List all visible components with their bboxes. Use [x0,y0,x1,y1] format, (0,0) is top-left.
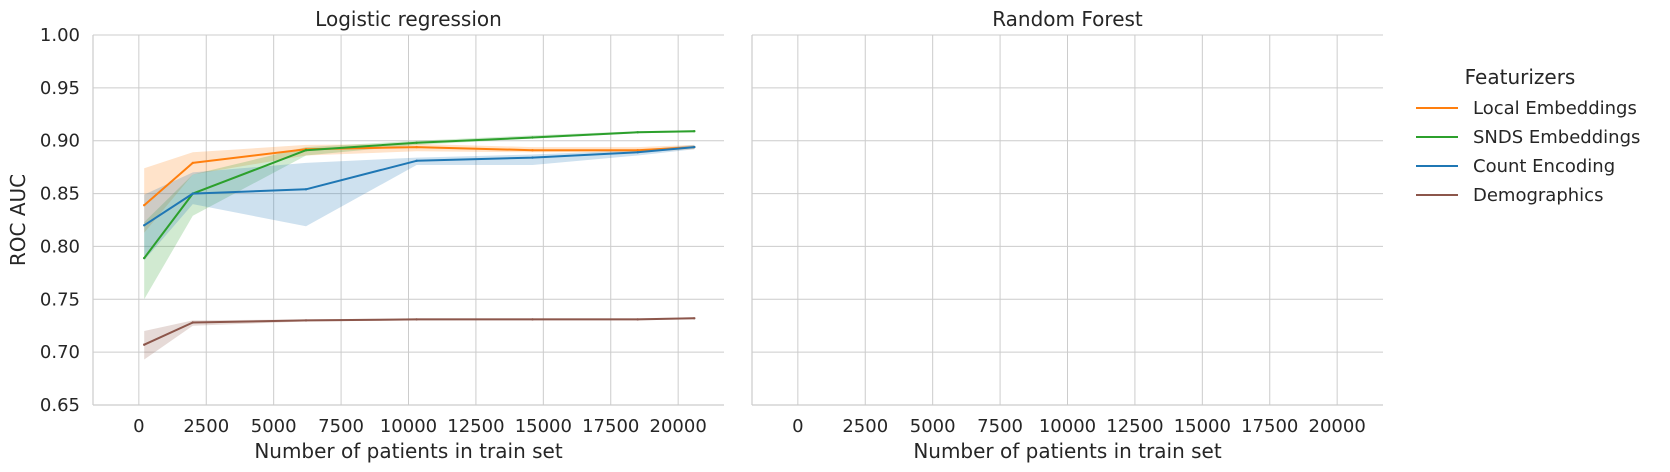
x-tick-label: 0 [792,416,803,437]
legend: Featurizers Local Embeddings SNDS Embeddi… [1416,65,1640,206]
data-point-snds-embeddings [636,131,639,134]
data-point-count-encoding [415,159,418,162]
x-tick-label: 20000 [1309,416,1366,437]
x-tick-label: 17500 [582,416,639,437]
data-point-demographics [636,318,639,321]
x-axis-label: Number of patients in train set [913,439,1222,463]
y-tick-label: 0.90 [40,131,80,152]
y-tick-label: 0.85 [40,184,80,205]
legend-label-snds-embeddings: SNDS Embeddings [1473,127,1640,148]
ci-band-count-encoding [144,144,695,261]
ci-band-local-embeddings [144,143,695,233]
data-point-count-encoding [304,188,308,191]
x-tick-label: 17500 [1241,416,1298,437]
panel-random-forest: 0 2500 5000 7500 10000 12500 15000 17500 20000 R… [751,7,1383,463]
data-point-count-encoding [531,156,534,159]
data-point-local-embeddings [143,204,146,207]
y-tick-label: 0.75 [40,289,80,310]
y-tick-label: 0.70 [40,342,80,363]
data-point-demographics [415,318,418,321]
x-tick-label: 2500 [842,416,888,437]
data-point-count-encoding [693,145,696,149]
x-tick-label: 10000 [380,416,437,437]
x-tick-label: 7500 [977,416,1023,437]
y-tick-label: 1.00 [40,25,80,46]
series-line-demographics [143,317,695,346]
data-point-count-encoding [143,224,146,227]
x-tick-label: 12500 [447,416,504,437]
x-tick-label: 10000 [1039,416,1096,437]
data-point-count-encoding [636,151,639,154]
legend-label-local-embeddings: Local Embeddings [1473,98,1637,119]
legend-label-count-encoding: Count Encoding [1473,156,1615,177]
data-point-local-embeddings [531,149,534,152]
data-point-local-embeddings [191,161,194,165]
panel-logistic-regression: 0 2500 5000 7500 10000 12500 15000 17500 20000 0.… [6,7,724,463]
x-tick-label: 5000 [251,416,297,437]
legend-label-demographics: Demographics [1473,185,1603,206]
x-tick-label: 12500 [1106,416,1163,437]
data-point-demographics [693,317,696,320]
x-tick-label: 5000 [910,416,956,437]
data-point-snds-embeddings [531,136,534,139]
data-point-local-embeddings [636,149,639,152]
y-axis-label: ROC AUC [6,174,30,266]
legend-title: Featurizers [1465,65,1576,89]
x-tick-label: 20000 [650,416,707,437]
data-point-local-embeddings [415,145,418,149]
data-point-count-encoding [191,192,194,195]
y-tick-label: 0.95 [40,78,80,99]
y-tick-label: 0.80 [40,236,80,257]
x-tick-label: 15000 [1174,416,1231,437]
data-point-demographics [304,319,308,322]
x-tick-label: 7500 [318,416,364,437]
panel-title: Logistic regression [315,7,502,31]
x-tick-label: 15000 [515,416,572,437]
ci-band-demographics [144,317,695,360]
data-point-demographics [191,321,194,324]
data-point-snds-embeddings [304,149,308,152]
data-point-demographics [143,343,146,346]
data-point-snds-embeddings [143,256,146,260]
x-tick-label: 0 [133,416,144,437]
data-point-demographics [531,318,534,321]
panel-title: Random Forest [992,7,1143,31]
x-tick-label: 2500 [183,416,229,437]
x-axis-label: Number of patients in train set [254,439,563,463]
data-point-snds-embeddings [693,130,696,133]
y-tick-label: 0.65 [40,395,80,416]
data-point-snds-embeddings [415,141,418,144]
